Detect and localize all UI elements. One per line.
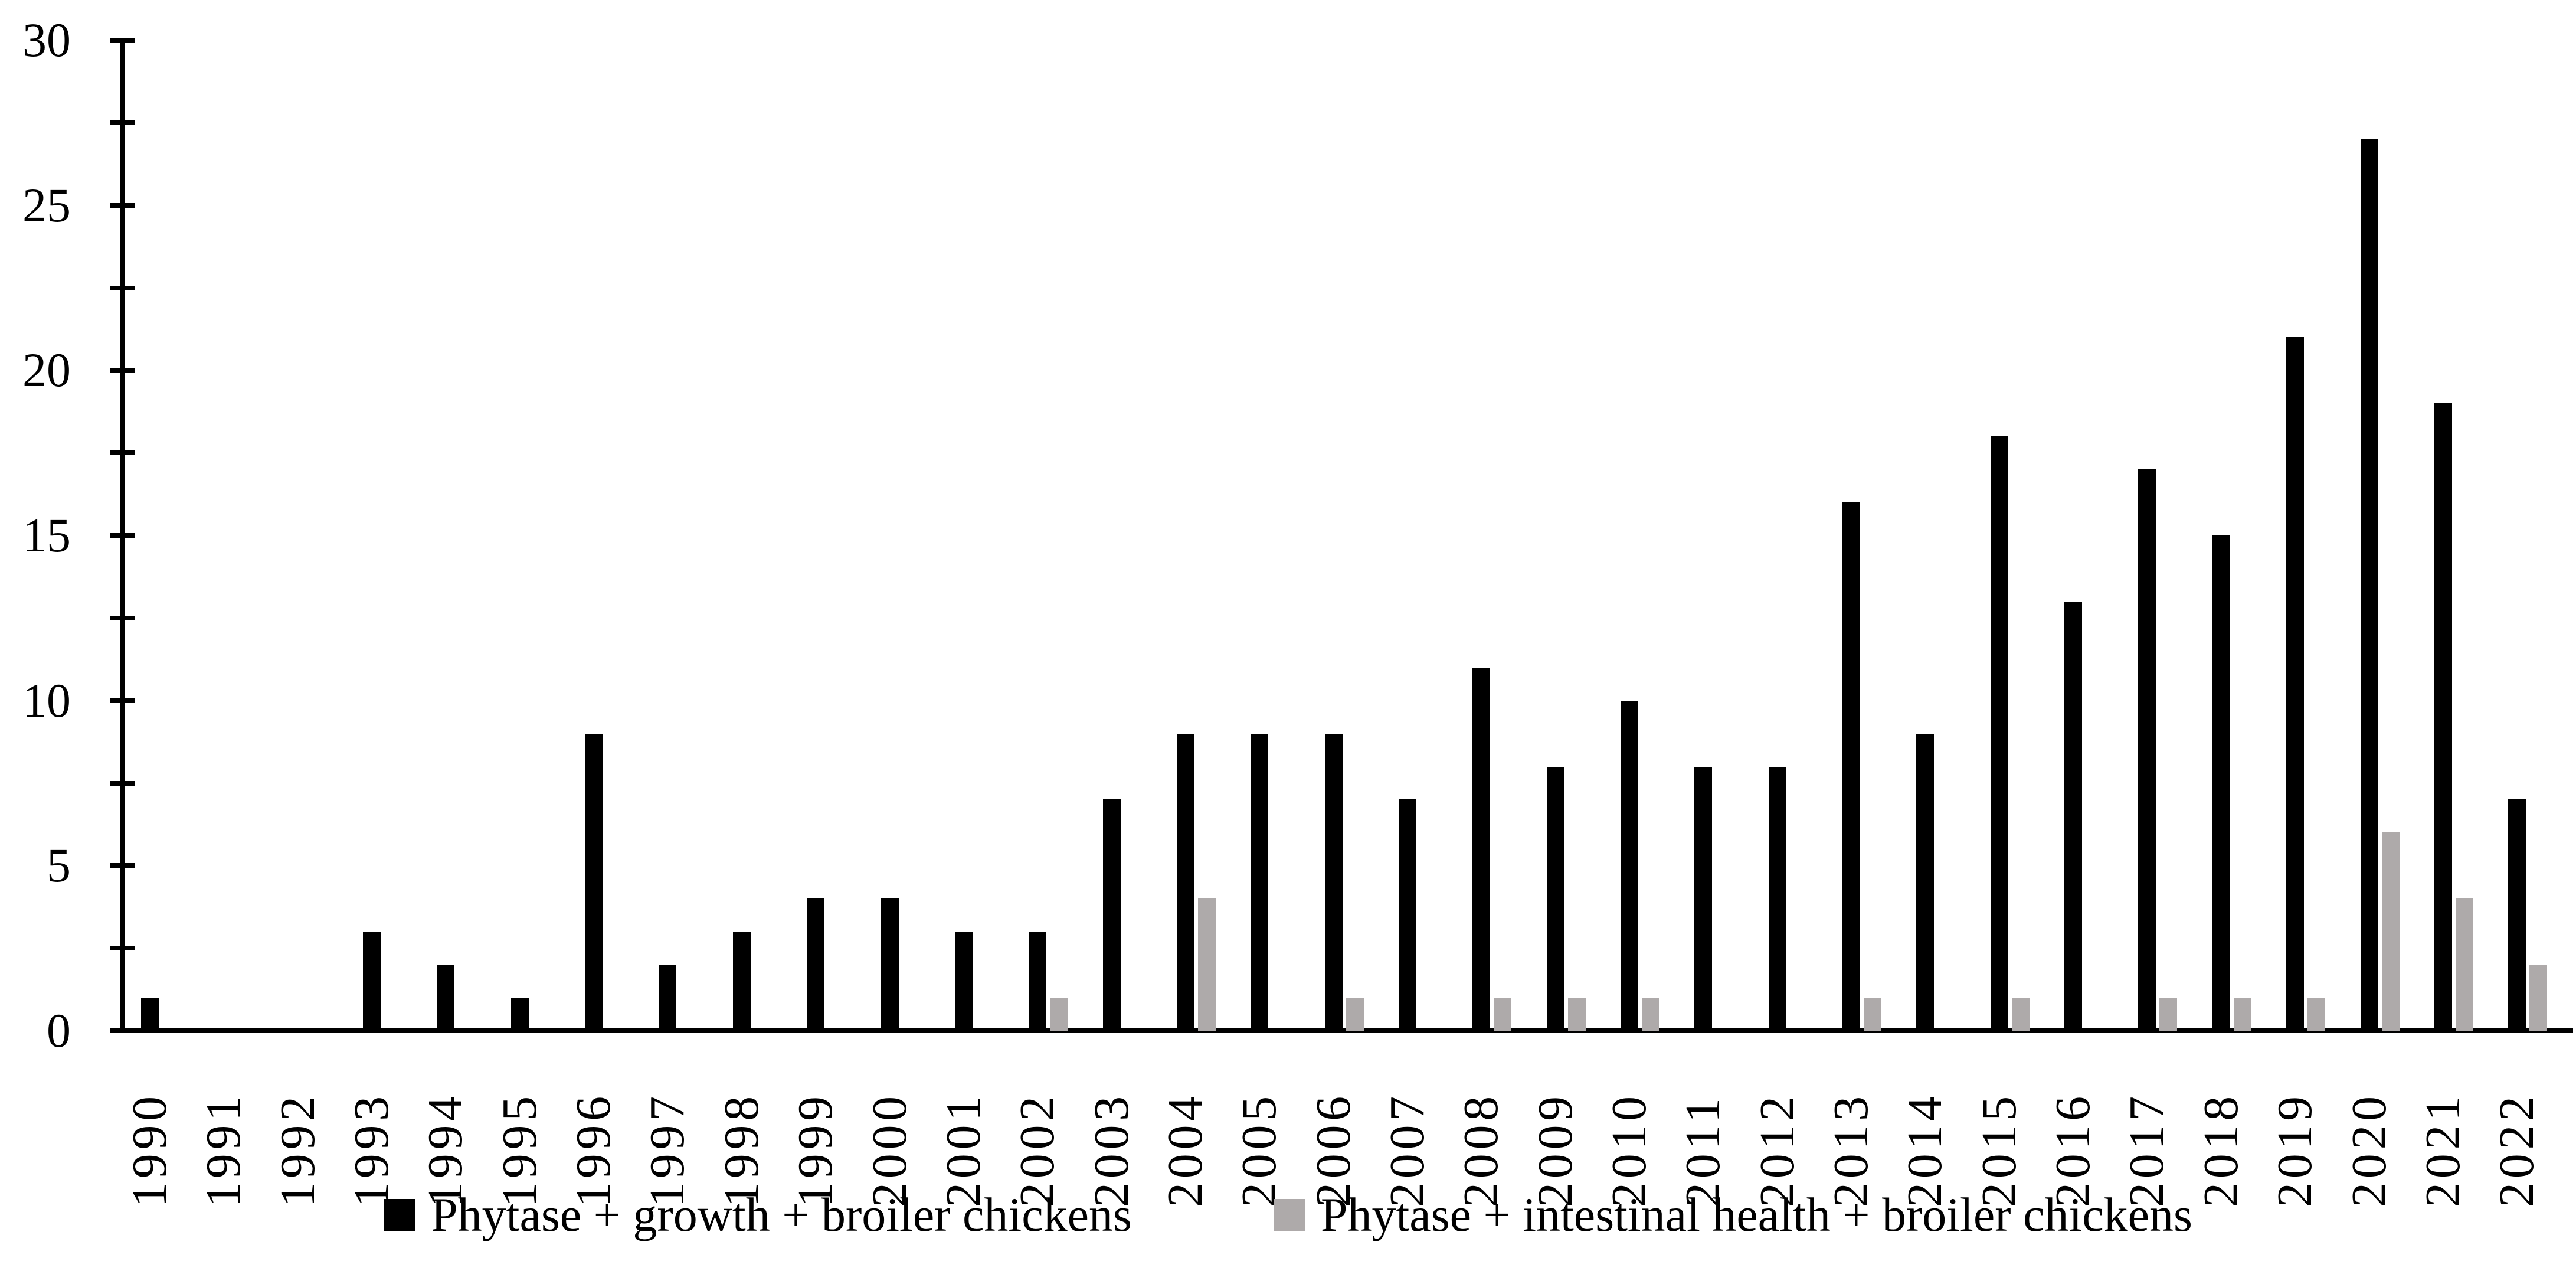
bar-growth-2015 [1990, 436, 2008, 1031]
bar-growth-2021 [2434, 403, 2452, 1031]
y-axis-tick [110, 202, 135, 208]
bar-growth-2013 [1842, 502, 1861, 1031]
bar-growth-2019 [2286, 337, 2305, 1031]
bar-growth-2007 [1398, 799, 1416, 1031]
bar-growth-2017 [2138, 469, 2156, 1031]
y-axis-tick [110, 946, 135, 951]
bar-intestinal-health-2009 [1567, 998, 1586, 1031]
bar-intestinal-health-2008 [1494, 998, 1512, 1031]
y-axis-tick [110, 368, 135, 373]
legend: Phytase + growth + broiler chickens Phyt… [0, 1185, 2576, 1244]
bar-intestinal-health-2010 [1642, 998, 1659, 1031]
bar-intestinal-health-2006 [1346, 998, 1364, 1031]
y-axis-tick-label: 5 [47, 838, 71, 893]
bar-growth-1996 [585, 733, 603, 1031]
y-axis-tick [110, 698, 135, 703]
bar-growth-2020 [2360, 139, 2378, 1031]
legend-label-growth: Phytase + growth + broiler chickens [431, 1188, 1132, 1241]
y-axis-tick [110, 533, 135, 538]
y-axis-tick [110, 120, 135, 125]
y-axis-tick [110, 863, 135, 868]
bar-intestinal-health-2019 [2307, 998, 2326, 1031]
y-axis-tick-label: 15 [22, 508, 71, 562]
legend-swatch-gray [1273, 1199, 1305, 1231]
bar-growth-2000 [881, 898, 899, 1031]
bar-growth-2003 [1102, 799, 1121, 1031]
legend-item-intestinal-health: Phytase + intestinal health + broiler ch… [1273, 1185, 2192, 1244]
y-axis-tick [110, 285, 135, 290]
y-axis-tick-label: 25 [22, 178, 71, 232]
bar-growth-1993 [363, 932, 381, 1031]
bar-intestinal-health-2020 [2381, 832, 2400, 1031]
y-axis-tick-label: 20 [22, 343, 71, 397]
legend-swatch-black [384, 1199, 416, 1231]
bar-growth-1990 [141, 998, 159, 1031]
y-axis-tick [110, 780, 135, 786]
bar-intestinal-health-2015 [2011, 998, 2030, 1031]
bar-growth-1998 [732, 932, 751, 1031]
bar-intestinal-health-2021 [2455, 898, 2473, 1031]
legend-item-growth: Phytase + growth + broiler chickens [384, 1185, 1132, 1244]
bar-intestinal-health-2004 [1197, 898, 1216, 1031]
y-axis-tick-label: 0 [47, 1004, 71, 1057]
bar-growth-2012 [1768, 766, 1786, 1031]
bar-growth-2009 [1546, 766, 1564, 1031]
bar-growth-2006 [1324, 733, 1343, 1031]
y-axis-tick-label: 10 [22, 673, 71, 727]
bar-intestinal-health-2022 [2529, 965, 2548, 1031]
bar-intestinal-health-2002 [1050, 998, 1068, 1031]
bar-growth-2002 [1029, 932, 1047, 1031]
bar-growth-2010 [1621, 700, 1638, 1031]
bar-growth-2011 [1694, 766, 1713, 1031]
bar-intestinal-health-2017 [2159, 998, 2178, 1031]
legend-label-intestinal-health: Phytase + intestinal health + broiler ch… [1320, 1188, 2192, 1241]
bar-intestinal-health-2013 [1864, 998, 1882, 1031]
bar-growth-1995 [510, 998, 529, 1031]
bar-growth-2005 [1251, 733, 1269, 1031]
bar-growth-2001 [954, 932, 973, 1031]
bar-growth-2008 [1472, 667, 1491, 1031]
bar-growth-2018 [2212, 535, 2230, 1031]
bar-growth-2004 [1176, 733, 1194, 1031]
bar-growth-2022 [2508, 799, 2526, 1031]
bar-intestinal-health-2018 [2233, 998, 2251, 1031]
y-axis-tick-label: 30 [22, 13, 71, 67]
bar-growth-1997 [659, 965, 677, 1031]
bar-growth-1994 [437, 965, 455, 1031]
bar-growth-2014 [1916, 733, 1935, 1031]
y-axis-tick [110, 38, 135, 43]
bar-growth-2016 [2064, 601, 2083, 1031]
bar-growth-1999 [807, 898, 825, 1031]
y-axis-tick [110, 450, 135, 456]
y-axis-tick [110, 615, 135, 620]
